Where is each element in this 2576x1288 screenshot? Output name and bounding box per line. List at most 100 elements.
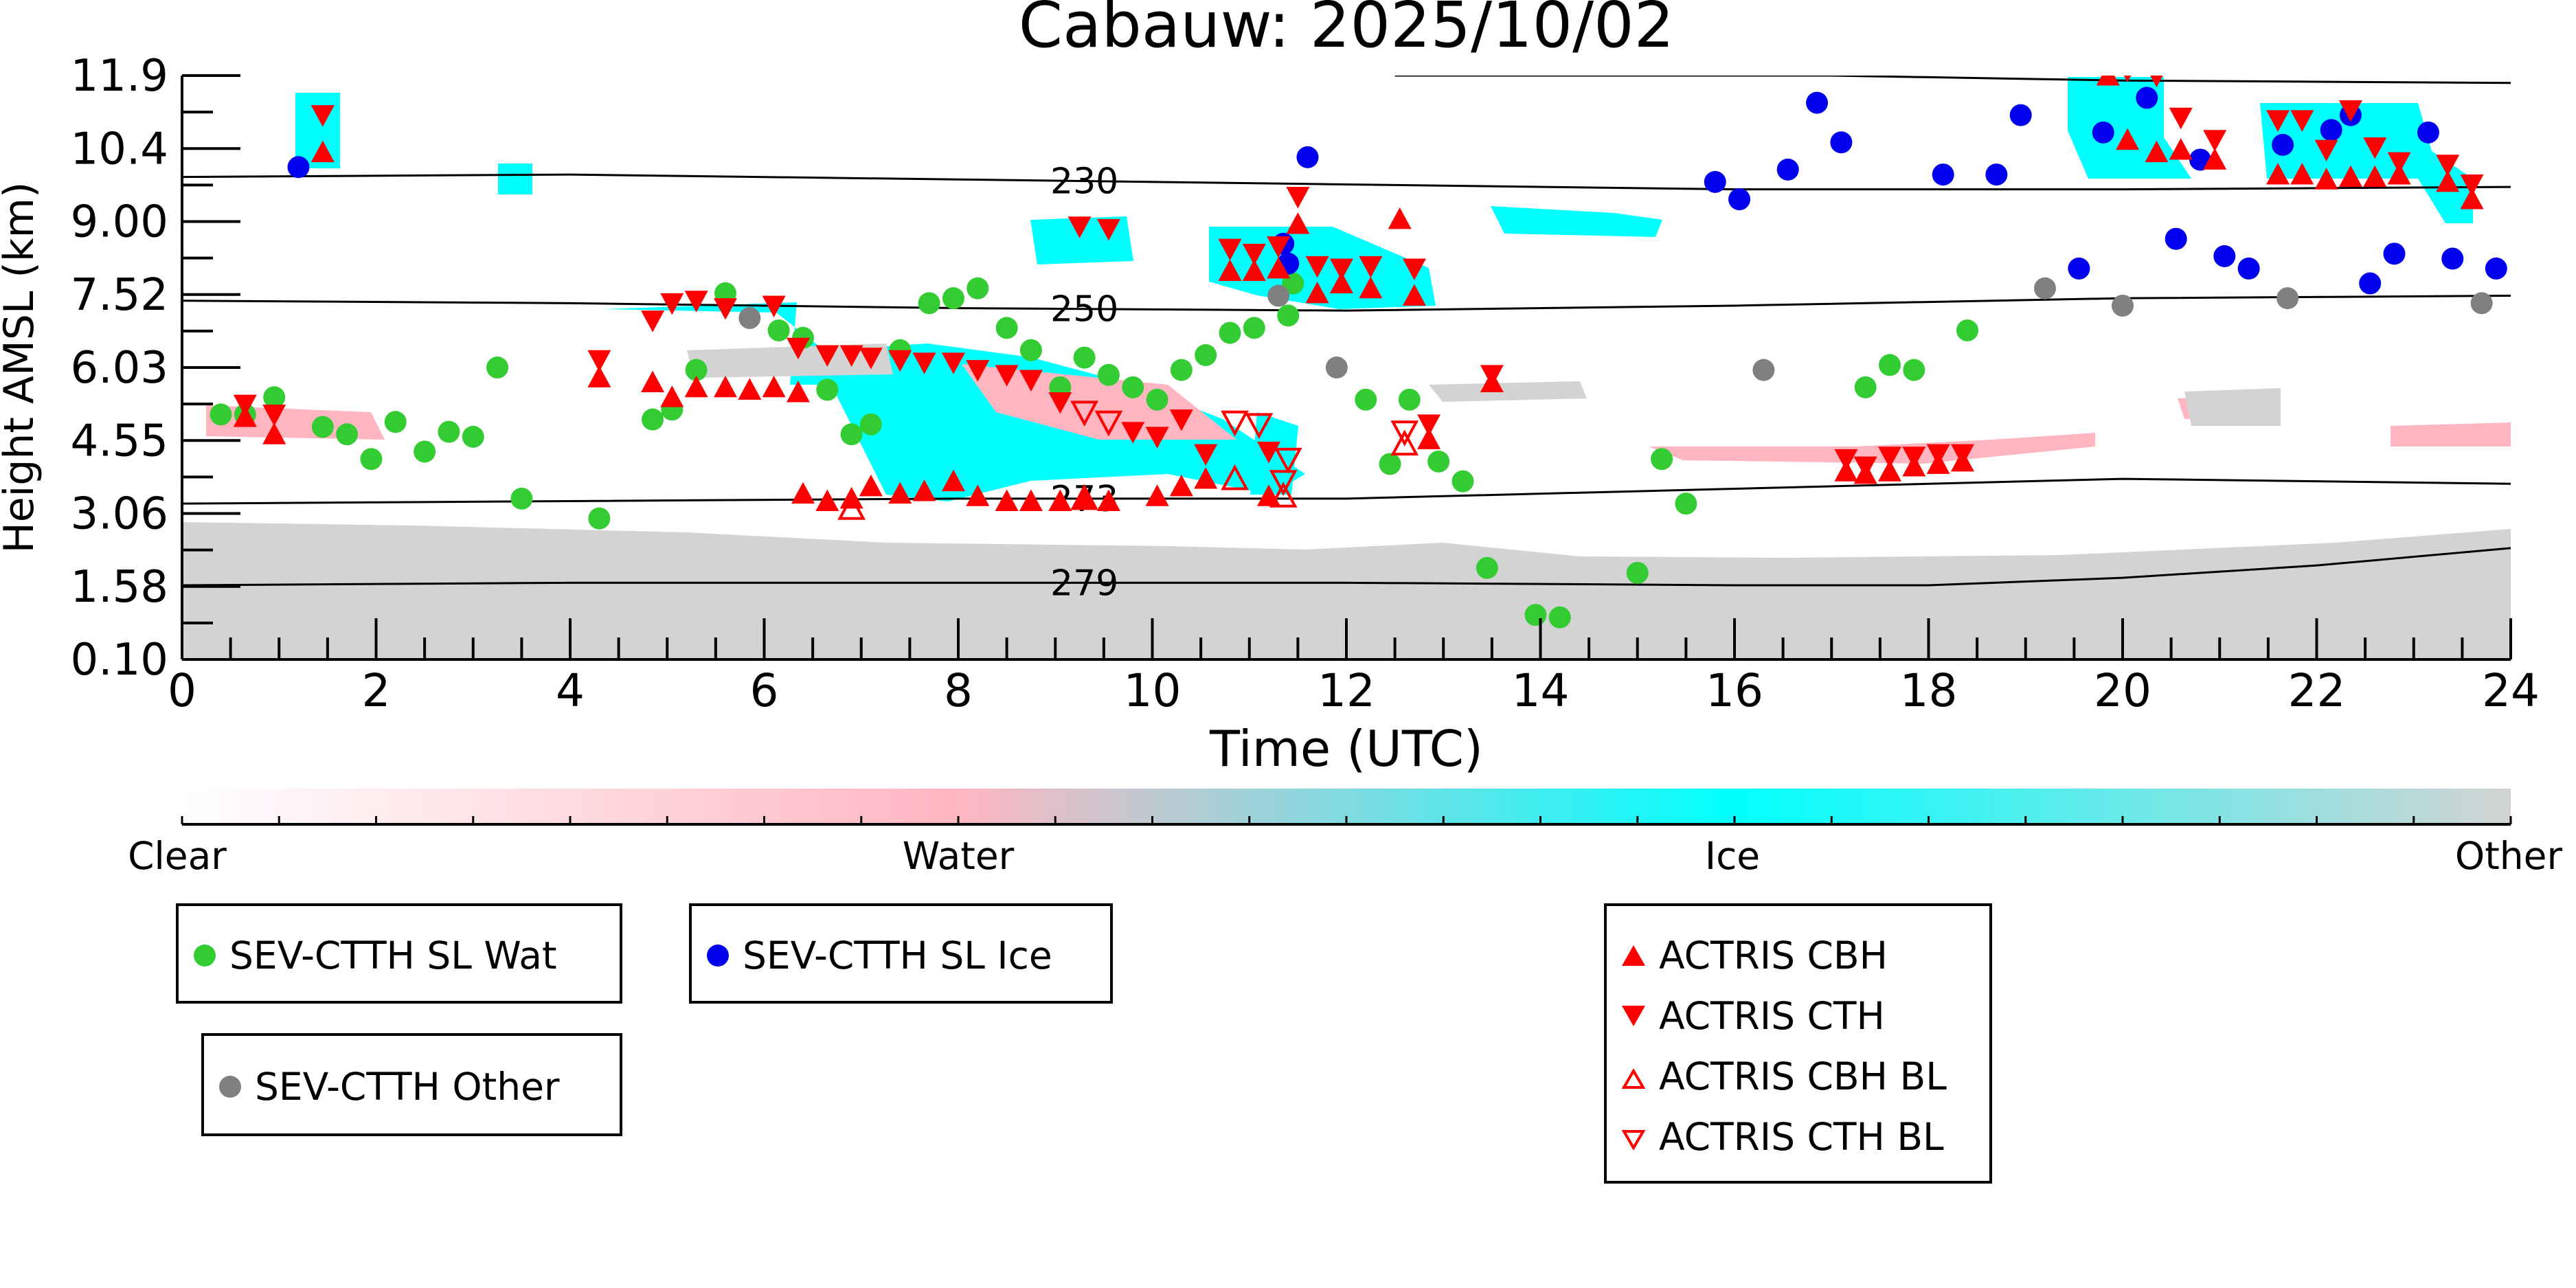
- point-sev-ctth-sl-wat: [1956, 319, 1978, 341]
- point-actris-cbh: [2436, 170, 2460, 192]
- point-sev-ctth-sl-wat: [1355, 388, 1377, 411]
- point-sev-ctth-sl-ice: [2359, 272, 2382, 295]
- point-actris-cbh: [2116, 128, 2140, 150]
- point-actris-cbh: [912, 479, 936, 501]
- point-sev-ctth-sl-wat: [1451, 470, 1474, 493]
- triangle-up-open-icon: [1621, 1054, 1646, 1098]
- point-actris-cth: [1194, 444, 1218, 466]
- point-actris-cbh-bl: [1390, 429, 1419, 456]
- legend-entry-cth-bl: ACTRIS CTH BL: [1621, 1115, 1944, 1159]
- point-sev-ctth-sl-wat: [1476, 556, 1498, 579]
- point-sev-ctth-sl-ice: [2213, 245, 2236, 267]
- point-actris-cth: [1242, 243, 1266, 266]
- point-actris-cbh: [995, 489, 1019, 511]
- point-sev-ctth-sl-wat: [1195, 343, 1217, 366]
- point-sev-ctth-sl-wat: [1277, 304, 1300, 327]
- y-tick-label: 10.4: [71, 124, 169, 174]
- point-sev-ctth-other: [2112, 294, 2134, 317]
- point-actris-cbh: [2460, 188, 2484, 210]
- point-actris-cbh: [2203, 148, 2227, 170]
- point-sev-ctth-sl-wat: [336, 423, 359, 446]
- point-sev-ctth-sl-wat: [1019, 339, 1042, 361]
- point-actris-cth: [2460, 174, 2484, 196]
- point-actris-cth: [859, 348, 883, 370]
- point-actris-cth: [310, 105, 335, 127]
- point-sev-ctth-sl-wat: [1398, 388, 1421, 411]
- point-sev-ctth-sl-wat: [462, 425, 484, 448]
- point-actris-cth-bl: [1070, 400, 1098, 427]
- legend-label-wat: SEV-CTTH SL Wat: [229, 934, 557, 978]
- x-tick-label: 6: [750, 664, 779, 717]
- colorbar-label-ice: Ice: [1705, 834, 1760, 878]
- point-actris-cth: [1286, 187, 1310, 209]
- point-sev-ctth-sl-wat: [995, 317, 1018, 339]
- point-actris-cbh: [2266, 163, 2290, 185]
- legend-entry-wat: SEV-CTTH SL Wat: [194, 934, 557, 978]
- legend-entry-cbh-bl: ACTRIS CBH BL: [1621, 1054, 1947, 1098]
- point-actris-cbh: [262, 422, 286, 444]
- point-sev-ctth-sl-ice: [2009, 104, 2032, 126]
- point-sev-ctth-other: [2470, 292, 2493, 315]
- point-actris-cbh-bl: [1269, 482, 1298, 508]
- legend-entry-cbh: ACTRIS CBH: [1622, 934, 1888, 978]
- point-sev-ctth-sl-wat: [767, 319, 790, 341]
- point-sev-ctth-sl-ice: [287, 156, 310, 179]
- point-actris-cbh-bl: [837, 494, 866, 520]
- point-sev-ctth-sl-wat: [1170, 359, 1193, 381]
- point-actris-cth: [1417, 414, 1441, 436]
- point-actris-cbh: [1169, 474, 1193, 497]
- point-actris-cth: [2363, 137, 2387, 159]
- point-actris-cbh: [660, 385, 684, 407]
- point-actris-cbh: [966, 484, 990, 506]
- water-cloud-3: [1649, 433, 2095, 464]
- water-cloud-5: [2391, 422, 2511, 447]
- x-tick-label: 4: [556, 664, 585, 717]
- point-actris-cth: [762, 295, 786, 317]
- triangle-down-icon: [1622, 1006, 1645, 1026]
- point-sev-ctth-sl-ice: [1806, 91, 1829, 114]
- chart-title: Cabauw: 2025/10/02: [1019, 0, 1674, 62]
- x-axis: 0 2 4 6 8 10 12 14 16 18 20 22 24: [168, 618, 2540, 717]
- point-actris-cth: [2266, 110, 2290, 132]
- x-tick-label: 8: [944, 664, 973, 717]
- point-actris-cth: [1950, 444, 1974, 466]
- point-sev-ctth-sl-wat: [1651, 448, 1673, 471]
- legend-label-cbh: ACTRIS CBH: [1659, 934, 1888, 978]
- point-actris-cbh: [1417, 427, 1441, 449]
- point-sev-ctth-sl-wat: [1146, 388, 1168, 411]
- point-actris-cbh: [1096, 489, 1120, 511]
- point-actris-cth: [714, 298, 737, 320]
- contour-label-230: 230: [1050, 161, 1118, 203]
- point-actris-cbh: [2290, 163, 2314, 185]
- point-sev-ctth-sl-ice: [1296, 146, 1319, 168]
- point-actris-cth-bl: [1390, 420, 1419, 447]
- point-actris-cth: [1305, 256, 1329, 278]
- point-actris-cbh: [738, 378, 762, 400]
- point-actris-cbh: [1388, 207, 1412, 229]
- point-sev-ctth-sl-ice: [2320, 119, 2342, 142]
- point-sev-ctth-sl-wat: [840, 423, 863, 446]
- point-sev-ctth-sl-ice: [1776, 158, 1799, 181]
- green-dot-icon: [194, 945, 216, 967]
- point-sev-ctth-other: [1325, 357, 1348, 379]
- point-actris-cth: [1121, 422, 1145, 444]
- point-sev-ctth-sl-wat: [414, 440, 436, 463]
- point-sev-ctth-other: [2034, 277, 2056, 300]
- point-actris-cbh: [2169, 138, 2193, 160]
- point-actris-cbh: [1218, 259, 1242, 281]
- x-tick-label: 18: [1900, 664, 1958, 717]
- point-actris-cbh: [791, 482, 815, 504]
- point-actris-cbh: [714, 375, 737, 398]
- x-tick-label: 20: [2094, 664, 2151, 717]
- point-actris-cth: [1834, 449, 1858, 471]
- point-sev-ctth-sl-wat: [1097, 363, 1120, 386]
- point-sev-ctth-sl-wat: [1879, 354, 1901, 376]
- x-tick-label: 12: [1318, 664, 1375, 717]
- ice-cloud-3: [605, 302, 1305, 501]
- point-actris-cbh: [1145, 484, 1169, 506]
- y-tick-label: 6.03: [71, 343, 169, 394]
- point-actris-cth: [995, 365, 1019, 387]
- legend-label-cth: ACTRIS CTH: [1659, 994, 1885, 1038]
- point-sev-ctth-sl-ice: [2165, 227, 2187, 250]
- point-actris-cth: [2387, 152, 2411, 174]
